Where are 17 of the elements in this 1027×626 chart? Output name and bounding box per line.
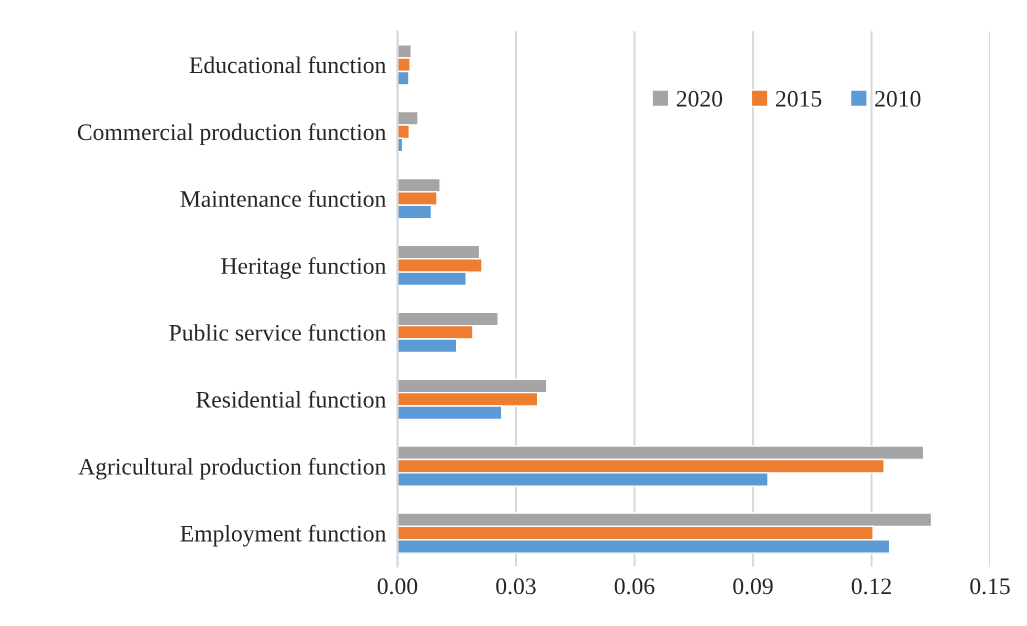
legend-label: 2020 bbox=[676, 90, 723, 107]
x-tick-label: 0.15 bbox=[970, 578, 1010, 595]
y-tick-label: Commercial production function bbox=[77, 123, 386, 145]
y-tick-label: Residential function bbox=[196, 390, 386, 408]
y-tick-label: Heritage function bbox=[221, 257, 386, 279]
y-tick-label: Employment function bbox=[180, 524, 386, 547]
x-tick-label: 0.00 bbox=[377, 578, 418, 595]
y-tick-label: Agricultural production function bbox=[78, 457, 386, 480]
x-tick-label: 0.03 bbox=[496, 578, 536, 595]
y-tick-label: Educational function bbox=[189, 56, 386, 74]
x-tick-label: 0.06 bbox=[614, 578, 655, 595]
x-tick-label: 0.09 bbox=[733, 578, 773, 595]
x-tick-label: 0.12 bbox=[851, 578, 891, 595]
legend-label: 2010 bbox=[875, 90, 921, 107]
legend-label: 2015 bbox=[776, 90, 822, 107]
y-tick-label: Maintenance function bbox=[180, 190, 386, 207]
y-tick-label: Public service function bbox=[169, 323, 386, 341]
